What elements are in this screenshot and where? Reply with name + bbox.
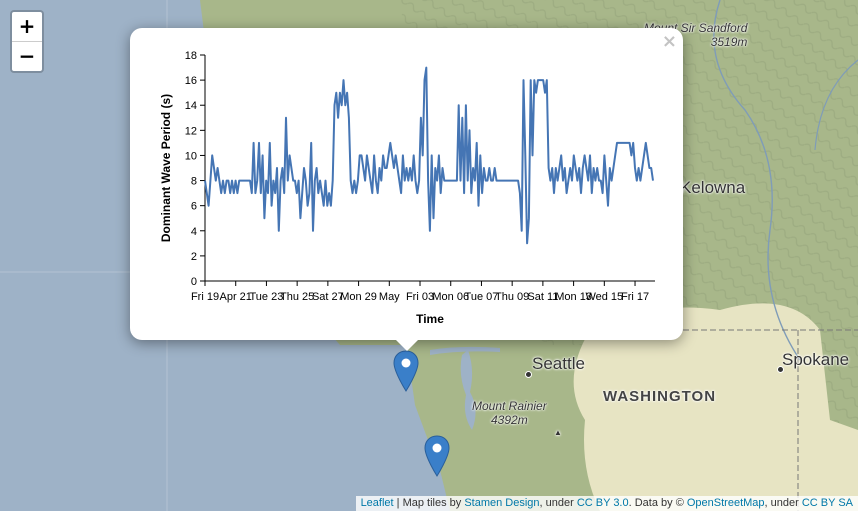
cc-by-sa-link[interactable]: CC BY SA bbox=[801, 497, 853, 509]
x-axis-title: Time bbox=[416, 312, 444, 326]
x-tick-label: Mon 06 bbox=[432, 291, 469, 303]
attribution-text: . Data by © bbox=[628, 497, 687, 509]
mount-sir-sandford-elevation: 3519m bbox=[710, 35, 748, 49]
buoy-marker-icon[interactable] bbox=[424, 435, 450, 477]
river bbox=[713, 0, 801, 361]
zoom-in-button[interactable]: + bbox=[12, 12, 42, 42]
x-tick-label: Fri 03 bbox=[406, 291, 434, 303]
y-tick-label: 0 bbox=[191, 276, 197, 288]
attribution-text: | Map tiles by bbox=[393, 497, 465, 509]
map-attribution: Leaflet | Map tiles by Stamen Design, un… bbox=[355, 496, 858, 511]
puget-sound bbox=[460, 350, 476, 430]
y-tick-label: 12 bbox=[185, 125, 197, 137]
mount-rainier-marker: ▲ bbox=[554, 428, 562, 437]
spokane-dot bbox=[777, 366, 784, 373]
dry-plateau bbox=[573, 303, 858, 511]
x-tick-label: Sat 27 bbox=[312, 291, 344, 303]
buoy-marker-icon[interactable] bbox=[393, 350, 419, 392]
x-tick-label: Mon 29 bbox=[340, 291, 377, 303]
x-tick-label: Sat 11 bbox=[527, 291, 558, 303]
y-tick-label: 6 bbox=[191, 201, 197, 213]
zoom-control: + − bbox=[10, 10, 44, 73]
x-tick-label: Fri 17 bbox=[621, 291, 649, 303]
y-tick-label: 10 bbox=[185, 150, 197, 162]
x-tick-label: Fri 19 bbox=[191, 291, 219, 303]
cc-by-link[interactable]: CC BY 3.0 bbox=[576, 497, 629, 509]
x-tick-label: Apr 21 bbox=[220, 291, 252, 303]
osm-link[interactable]: OpenStreetMap bbox=[686, 497, 765, 509]
x-tick-label: Thu 25 bbox=[280, 291, 314, 303]
popup-tip bbox=[396, 340, 418, 351]
y-tick-label: 18 bbox=[185, 50, 197, 62]
y-tick-label: 16 bbox=[185, 75, 197, 87]
x-tick-label: Tue 23 bbox=[250, 291, 284, 303]
zoom-out-button[interactable]: − bbox=[18, 44, 36, 68]
y-tick-label: 4 bbox=[191, 226, 197, 238]
attribution-text: , under bbox=[764, 497, 802, 509]
close-icon[interactable]: × bbox=[661, 31, 677, 52]
y-tick-label: 8 bbox=[191, 176, 197, 188]
x-tick-label: Wed 15 bbox=[585, 291, 623, 303]
x-tick-label: May bbox=[379, 291, 400, 303]
seattle-label: Seattle bbox=[532, 354, 585, 373]
chart-popup: × 0 2 4 6 8 10 12 14 16 18 Fri 19 Apr 21 Tue 23 Thu 2… bbox=[130, 28, 683, 340]
leaflet-link[interactable]: Leaflet bbox=[360, 497, 394, 509]
x-tick-label: Mon 13 bbox=[555, 291, 592, 303]
y-tick-label: 2 bbox=[191, 251, 197, 263]
y-tick-label: 14 bbox=[185, 100, 197, 112]
washington-label: WASHINGTON bbox=[603, 388, 717, 405]
y-axis-title: Dominant Wave Period (s) bbox=[159, 94, 173, 242]
attribution-text: , under bbox=[539, 497, 577, 509]
mount-rainier-elevation: 4392m bbox=[491, 413, 528, 427]
mount-rainier-name: Mount Rainier bbox=[472, 399, 547, 413]
spokane-label: Spokane bbox=[782, 350, 850, 369]
x-tick-label: Thu 09 bbox=[495, 291, 529, 303]
stamen-link[interactable]: Stamen Design bbox=[464, 497, 540, 509]
kelowna-label: Kelowna bbox=[680, 178, 746, 197]
mount-rainier-label: Mount Rainier 4392m bbox=[472, 399, 547, 427]
seattle-dot bbox=[525, 371, 532, 378]
x-tick-label: Tue 07 bbox=[465, 291, 499, 303]
series-line bbox=[204, 66, 654, 245]
